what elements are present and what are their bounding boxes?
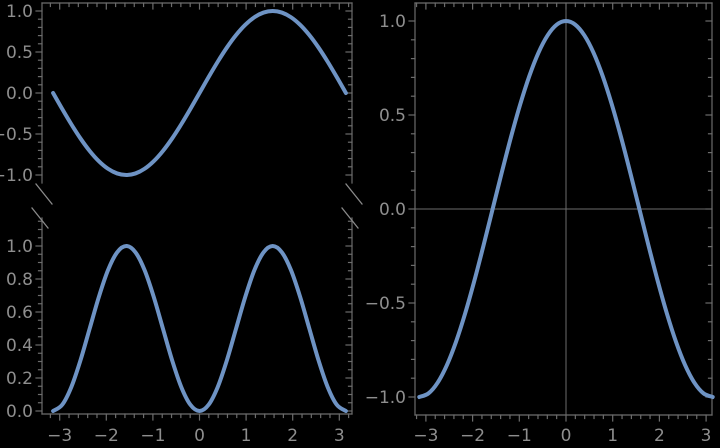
right-xtick-label: 3 [701,426,712,446]
left-bottom-xtick-label: 1 [241,426,252,446]
left-bottom-xtick-label: −2 [94,426,119,446]
left-top-curve-sin(x) [51,9,348,177]
right-xtick-label: 0 [561,426,572,446]
right-ytick-label: −1.0 [365,388,406,408]
left-top-ytick-label: 1.0 [6,2,33,22]
panel-left-top: −1.0 −0.5 0.0 0.5 1.0 [0,2,363,205]
right-ytick-label: 0.0 [379,200,406,220]
right-ytick-label: 1.0 [379,12,406,32]
right-xtick-label: 2 [654,426,665,446]
left-bottom-ytick-label: 1.0 [6,237,33,257]
left-bottom-xtick-label: 2 [287,426,298,446]
left-bottom-xtick-label: 3 [334,426,345,446]
axis-break-mark [35,183,53,205]
left-top-ytick-label: 0.5 [6,43,33,63]
left-top-ytick-label: 0.0 [6,84,33,104]
right-xtick-label: −1 [507,426,532,446]
right-curve-cos(x) [417,19,715,399]
left-bottom-ytick-label: 0.6 [6,303,33,323]
axis-break-mark [341,207,359,229]
axis-break-mark [31,207,49,229]
right-xtick-label: −3 [413,426,438,446]
left-top-ytick-label: −0.5 [0,125,33,145]
left-top-ytick-label: −1.0 [0,166,33,186]
left-bottom-ytick-label: 0.8 [6,270,33,290]
right-ytick-label: 0.5 [379,106,406,126]
right-xtick-label: 1 [607,426,618,446]
axis-break-mark [345,183,363,205]
left-bottom-ytick-label: 0.4 [6,336,33,356]
left-bottom-curve-sin²(x) [51,244,348,413]
left-bottom-ytick-label: 0.0 [6,402,33,422]
left-bottom-xtick-label: −3 [47,426,72,446]
left-bottom-xtick-label: −1 [140,426,165,446]
right-xtick-label: −2 [460,426,485,446]
right-ytick-label: −0.5 [365,294,406,314]
panel-right: −1.0 −0.5 0.0 0.5 1.0 −3 −2 −1 0 1 2 3 [365,2,715,446]
left-bottom-ytick-label: 0.2 [6,369,33,389]
left-bottom-xtick-label: 0 [194,426,205,446]
panel-left-bottom: 0.0 0.2 0.4 0.6 0.8 1.0 −3 −2 −1 0 1 2 3 [6,207,359,446]
